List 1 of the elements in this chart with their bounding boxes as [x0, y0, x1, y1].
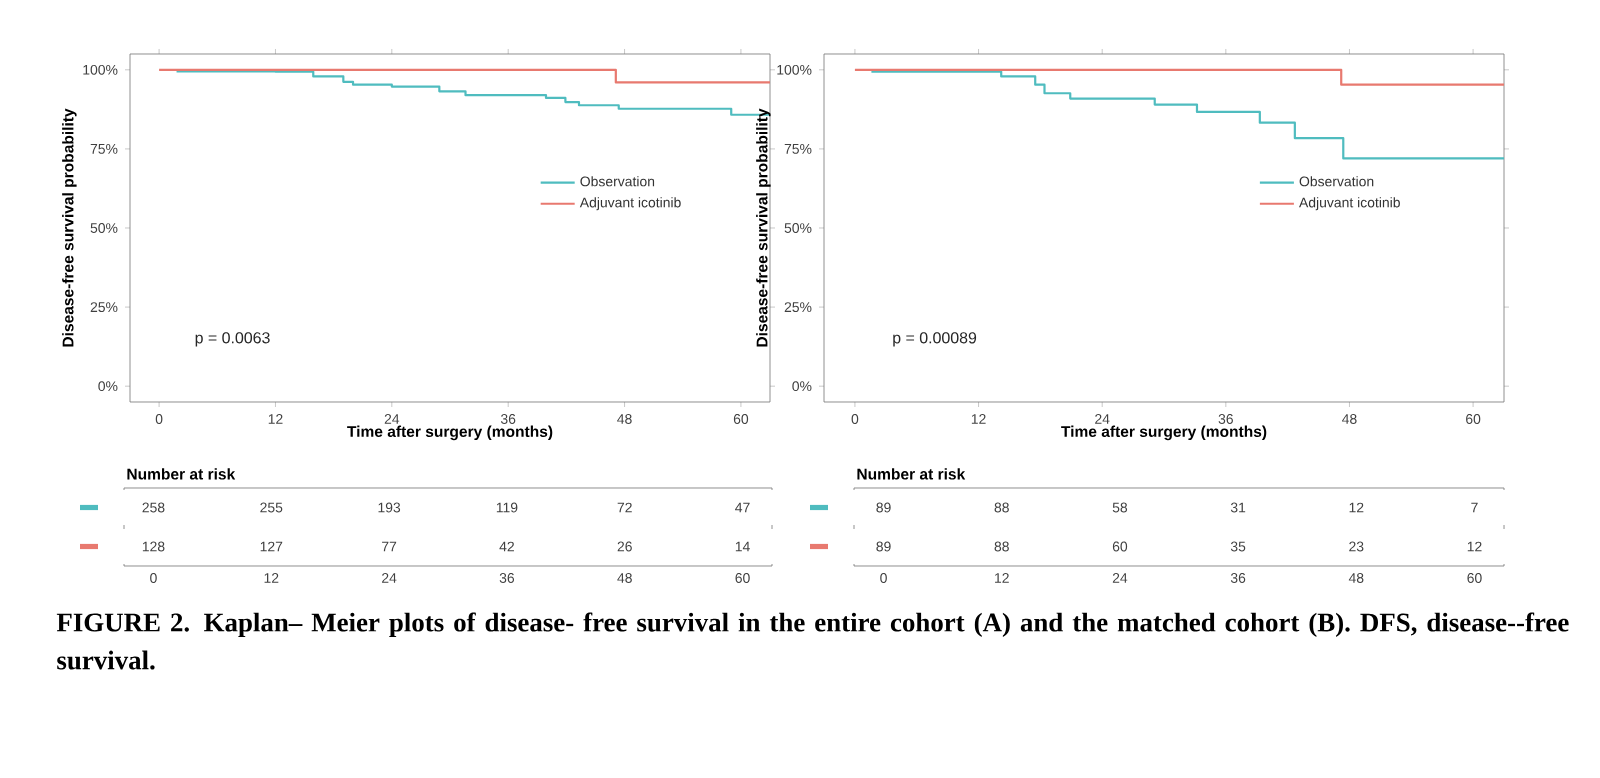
caption: FIGURE 2. Kaplan– Meier plots of disease- free survival in the entire cohort (A) and the matched cohort (B). DFS, disease--free survival.	[56, 612, 1569, 670]
